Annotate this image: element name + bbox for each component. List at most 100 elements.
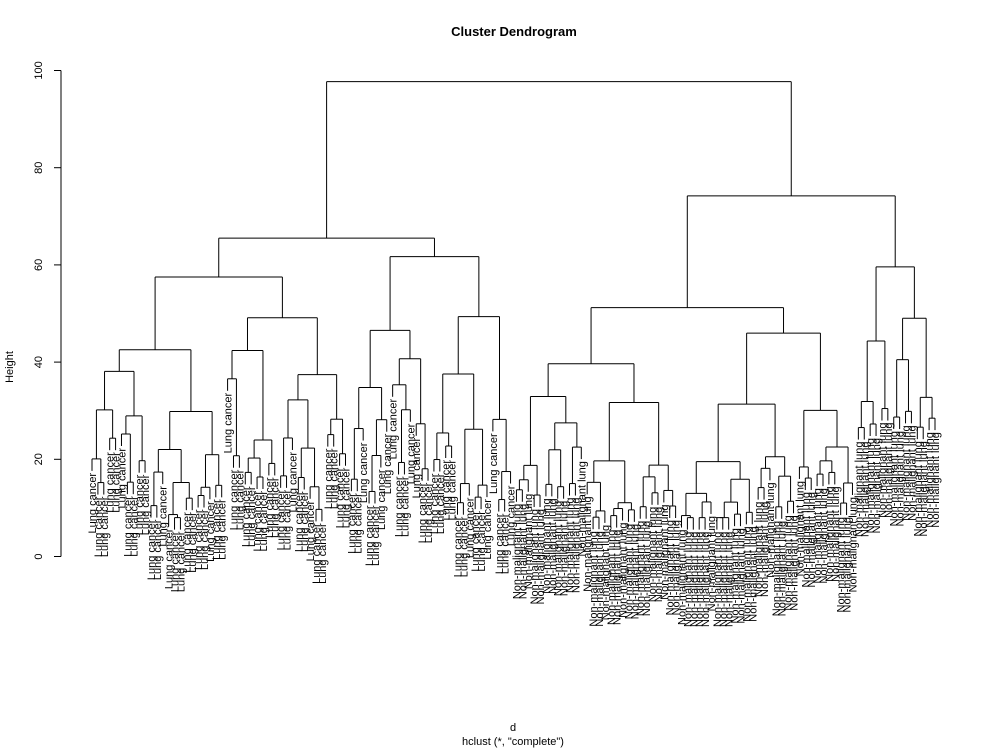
leaf-label: Lung cancer <box>335 467 347 528</box>
leaf-label: Lung cancer <box>352 493 364 554</box>
leaf-label: Non-malignant lung <box>918 441 930 536</box>
leaf-label: Non-malignant lung <box>529 509 541 604</box>
leaf-label: Lung cancer <box>258 491 270 552</box>
leaf-label: Lung cancer <box>187 512 199 573</box>
leaf-label: Non-malignant lung <box>771 521 783 616</box>
leaf-label: Lung cancer <box>299 491 311 552</box>
leaf-label: Non-malignant lung <box>641 521 653 616</box>
leaf-label: Non-malignant lung <box>706 516 718 611</box>
y-tick-label: 40 <box>33 356 45 368</box>
leaf-label: Lung cancer <box>323 448 335 509</box>
leaf-label: Non-malignant lung <box>688 532 700 627</box>
leaf-label: Lung cancer <box>435 473 447 534</box>
leaf-label: Lung cancer <box>346 493 358 554</box>
leaf-label: Non-malignant lung <box>724 532 736 627</box>
leaf-label: Non-malignant lung <box>853 442 865 537</box>
leaf-label: Lung cancer <box>405 423 417 484</box>
leaf-label: Lung cancer <box>429 473 441 534</box>
leaf-label: Lung cancer <box>476 511 488 572</box>
leaf-label: Non-malignant lung <box>588 531 600 626</box>
leaf-label: Non-malignant lung <box>647 507 659 602</box>
leaf-label: Non-malignant lung <box>824 486 836 581</box>
leaf-label: Lung cancer <box>152 519 164 580</box>
y-tick-label: 80 <box>33 162 45 174</box>
leaf-label: Non-malignant lung <box>806 492 818 587</box>
leaf-label: Non-malignant lung <box>547 498 559 593</box>
leaf-label: Non-malignant lung <box>783 515 795 610</box>
leaf-label: Lung cancer <box>452 516 464 577</box>
leaf-label: Lung cancer <box>388 398 400 459</box>
leaf-label: Lung cancer <box>311 523 323 584</box>
leaf-label: Lung cancer <box>282 490 294 551</box>
x-axis-label: d <box>510 722 516 734</box>
leaf-label: Lung cancer <box>217 499 229 560</box>
leaf-label: Non-malignant lung <box>730 528 742 623</box>
leaf-label: Lung cancer <box>376 469 388 530</box>
leaf-label: Lung cancer <box>423 482 435 543</box>
leaf-label: Non-malignant lung <box>818 488 830 583</box>
leaf-label: Lung cancer <box>417 482 429 543</box>
leaf-label: Lung cancer <box>128 496 140 557</box>
leaf-label: Non-malignant lung <box>682 532 694 627</box>
leaf-label: Non-malignant lung <box>629 524 641 619</box>
leaf-label: Non-malignant lung <box>912 441 924 536</box>
leaf-label: Lung cancer <box>293 491 305 552</box>
leaf-label: Non-malignant lung <box>747 526 759 621</box>
leaf-label: Non-malignant lung <box>553 501 565 596</box>
leaf-label: Lung cancer <box>228 469 240 530</box>
leaf-label: Lung cancer <box>441 460 453 521</box>
leaf-label: Lung cancer <box>358 442 370 503</box>
leaf-label: Non-malignant lung <box>753 502 765 597</box>
leaf-label: Lung cancer <box>134 474 146 535</box>
leaf-label: Non-malignant lung <box>777 521 789 616</box>
leaf-label: Non-malignant lung <box>794 481 806 576</box>
leaf-label: Lung cancer <box>211 499 223 560</box>
leaf-label: Non-malignant lung <box>924 432 936 527</box>
leaf-label: Non-malignant lung <box>871 438 883 533</box>
leaf-label: Non-malignant lung <box>895 431 907 526</box>
leaf-label: Lung cancer <box>252 491 264 552</box>
leaf-label: Lung cancer <box>470 511 482 572</box>
leaf-label: Non-malignant lung <box>877 423 889 518</box>
leaf-label: Lung cancer <box>287 452 299 513</box>
leaf-label: Lung cancer <box>399 476 411 537</box>
leaf-label: Lung cancer <box>364 505 376 566</box>
dendrogram-branches <box>91 81 936 530</box>
leaf-label: Non-malignant lung <box>789 515 801 610</box>
leaf-label: Lung cancer <box>87 473 99 534</box>
leaf-label: Lung cancer <box>464 497 476 558</box>
leaf-label: Non-malignant lung <box>671 520 683 615</box>
leaf-label: Non-malignant lung <box>700 532 712 627</box>
leaf-label: Lung cancer <box>170 531 182 592</box>
leaf-label: Non-malignant lung <box>594 531 606 626</box>
leaf-label: Lung cancer <box>411 437 423 498</box>
leaf-label: Non-malignant lung <box>535 509 547 604</box>
leaf-label: Lung cancer <box>494 513 506 574</box>
leaf-label: Non-malignant lung <box>930 432 942 527</box>
leaf-label: Lung cancer <box>305 500 317 561</box>
leaf-label: Lung cancer <box>488 433 500 494</box>
leaf-label: Lung cancer <box>111 452 123 513</box>
leaf-label: Lung cancer <box>146 519 158 580</box>
leaf-label: Non-malignant lung <box>847 497 859 592</box>
leaf-label: Lung cancer <box>382 433 394 494</box>
leaf-label: Lung cancer <box>93 496 105 557</box>
leaf-label: Lung cancer <box>506 485 518 546</box>
leaf-label: Lung cancer <box>270 477 282 538</box>
leaf-label: Non-malignant lung <box>523 494 535 589</box>
leaf-label: Non-malignant lung <box>759 502 771 597</box>
leaf-label: Non-malignant lung <box>623 524 635 619</box>
leaf-label: Lung cancer <box>500 513 512 574</box>
leaf-label: Non-malignant lung <box>541 498 553 593</box>
leaf-label: Lung cancer <box>140 474 152 535</box>
leaf-label: Non-malignant lung <box>511 504 523 599</box>
leaf-label: Non-malignant lung <box>859 442 871 537</box>
leaf-label: Lung cancer <box>193 509 205 570</box>
leaf-label: Non-malignant lung <box>906 425 918 520</box>
leaf-label: Non-malignant lung <box>618 523 630 618</box>
leaf-label: Non-malignant lung <box>694 532 706 627</box>
leaf-label: Lung cancer <box>264 477 276 538</box>
leaf-label: Lung cancer <box>105 452 117 513</box>
